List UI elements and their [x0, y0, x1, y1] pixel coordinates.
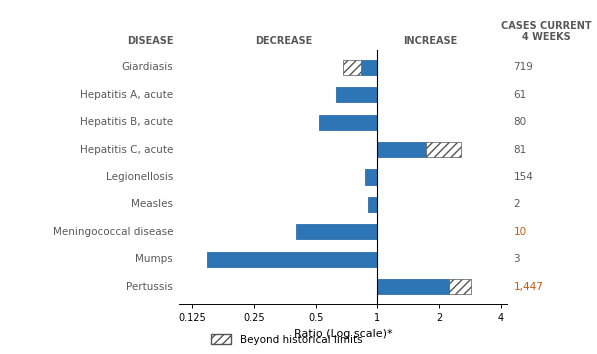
Bar — [365, 170, 377, 184]
Text: Giardiasis: Giardiasis — [121, 62, 173, 72]
Legend: Beyond historical limits: Beyond historical limits — [207, 330, 367, 349]
Text: INCREASE: INCREASE — [403, 36, 457, 46]
Bar — [448, 279, 471, 294]
Text: Mumps: Mumps — [136, 254, 173, 264]
Text: 81: 81 — [513, 144, 527, 155]
Bar — [343, 60, 361, 75]
Text: 719: 719 — [513, 62, 533, 72]
Text: 3: 3 — [513, 254, 520, 264]
Text: Pertussis: Pertussis — [126, 282, 173, 292]
Bar — [377, 142, 426, 157]
Text: 154: 154 — [513, 172, 533, 182]
Text: DISEASE: DISEASE — [127, 36, 173, 46]
Text: 1,447: 1,447 — [513, 282, 543, 292]
Bar — [361, 60, 377, 75]
Text: Meningococcal disease: Meningococcal disease — [53, 227, 173, 237]
Text: Hepatitis C, acute: Hepatitis C, acute — [80, 144, 173, 155]
Text: 80: 80 — [513, 117, 527, 127]
X-axis label: Ratio (Log scale)*: Ratio (Log scale)* — [294, 329, 393, 339]
Bar — [319, 115, 377, 130]
Bar — [207, 252, 377, 267]
Text: Hepatitis B, acute: Hepatitis B, acute — [80, 117, 173, 127]
Text: Hepatitis A, acute: Hepatitis A, acute — [80, 90, 173, 100]
Text: CASES CURRENT
4 WEEKS: CASES CURRENT 4 WEEKS — [501, 21, 592, 42]
Text: 2: 2 — [513, 199, 520, 210]
Text: Measles: Measles — [131, 199, 173, 210]
Bar — [296, 224, 377, 239]
Text: 10: 10 — [513, 227, 527, 237]
Bar — [336, 87, 377, 102]
Bar — [368, 197, 377, 212]
Bar — [426, 142, 461, 157]
Text: 61: 61 — [513, 90, 527, 100]
Bar — [377, 279, 448, 294]
Text: DECREASE: DECREASE — [256, 36, 312, 46]
Text: Legionellosis: Legionellosis — [106, 172, 173, 182]
